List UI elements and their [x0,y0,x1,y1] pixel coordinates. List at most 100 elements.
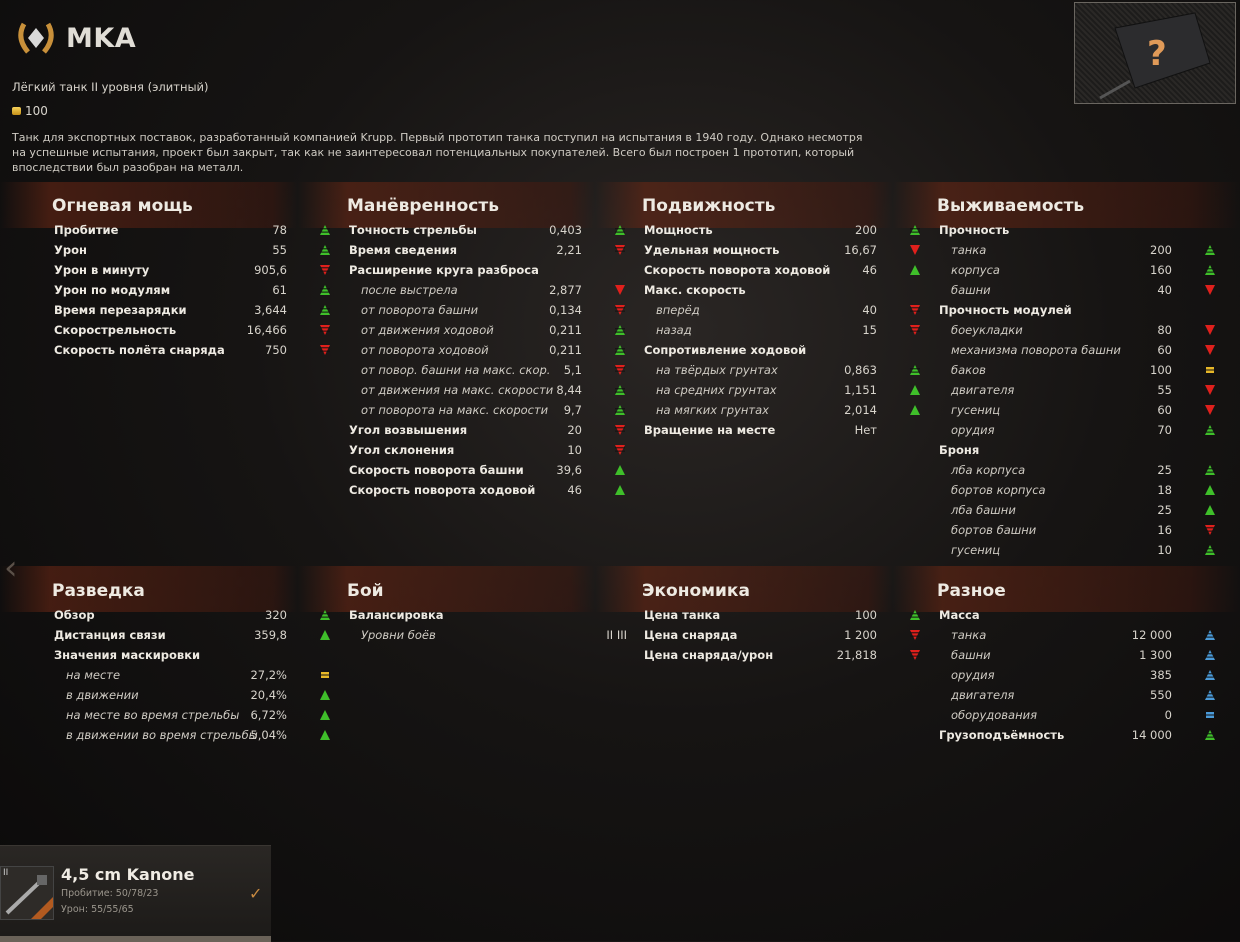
section-0: Огневая мощь Пробитие 78 Урон 55 Урон в минут… [52,192,342,360]
blue-striped-arrow-up-icon [1205,630,1215,640]
module-card[interactable]: II 4,5 cm Kanone Пробитие: 50/78/23 Урон… [0,845,271,942]
stat-value: 12 000 [1131,628,1172,642]
stat-row: на средних грунтах 1,151 [642,380,932,400]
stat-row: гусениц 10 [937,540,1227,560]
stat-label: Время сведения [349,243,457,257]
stat-label: башни [951,283,991,297]
stat-value: 55 [1157,383,1172,397]
section-title: Выживаемость [937,196,1085,216]
stat-label: танка [951,243,987,257]
stat-row: Прочность модулей [937,300,1227,320]
stat-label: Прочность [939,223,1010,237]
stat-value: 25 [1157,463,1172,477]
stat-row: Урон 55 [52,240,342,260]
arrow-down-icon [1205,345,1215,355]
stat-row: Скорость поворота башни 39,6 [347,460,637,480]
striped-arrow-up-icon [910,610,920,620]
stat-label: оборудования [951,708,1037,722]
stat-row: на месте во время стрельбы 6,72% [52,705,342,725]
stat-row: от движения ходовой 0,211 [347,320,637,340]
section-1: Манёвренность Точность стрельбы 0,403 Время… [347,192,637,500]
arrow-up-icon [320,690,330,700]
stat-label: Обзор [54,608,95,622]
stat-label: Значения маскировки [54,648,201,662]
stat-row: Цена снаряда 1 200 [642,625,932,645]
stat-label: от поворота на макс. скорости [361,403,549,417]
stat-row: орудия 385 [937,665,1227,685]
stat-row: от повор. башни на макс. скор. 5,1 [347,360,637,380]
stat-label: от повор. башни на макс. скор. [361,363,551,377]
stat-value: 60 [1157,343,1172,357]
arrow-down-icon [615,285,625,295]
stat-row: Урон в минуту 905,6 [52,260,342,280]
stat-value: 359,8 [254,628,287,642]
section-title: Манёвренность [347,196,499,216]
prev-arrow-icon[interactable]: ‹ [4,548,18,588]
stat-row: на месте 27,2% [52,665,342,685]
striped-arrow-up-icon [910,225,920,235]
stat-value: 200 [855,223,877,237]
stat-label: Балансировка [349,608,444,622]
striped-arrow-up-icon [320,285,330,295]
stat-value: 40 [862,303,877,317]
stat-row: Точность стрельбы 0,403 [347,220,637,240]
stat-row: Скорострельность 16,466 [52,320,342,340]
stat-label: Грузоподъёмность [939,728,1065,742]
stat-row: боеукладки 80 [937,320,1227,340]
stat-value: 0,211 [549,323,582,337]
stat-row: Урон по модулям 61 [52,280,342,300]
section-title: Огневая мощь [52,196,193,216]
stat-value: 200 [1150,243,1172,257]
vehicle-price: 100 [12,104,48,118]
stat-value: 0 [1164,708,1172,722]
arrow-up-icon [1205,485,1215,495]
stat-value: 100 [855,608,877,622]
stat-value: 0,863 [844,363,877,377]
stat-label: на средних грунтах [656,383,777,397]
striped-arrow-up-icon [1205,425,1215,435]
arrow-up-icon [320,630,330,640]
stat-label: в движении во время стрельбы [66,728,258,742]
stat-label: боеукладки [951,323,1023,337]
stat-value: 0,403 [549,223,582,237]
stat-label: Урон [54,243,87,257]
stat-value: 2,877 [549,283,582,297]
striped-arrow-down-icon [910,630,920,640]
stat-value: 10 [567,443,582,457]
arrow-down-icon [1205,325,1215,335]
section-title: Экономика [642,581,750,601]
arrow-up-icon [1205,505,1215,515]
stat-value: Нет [854,423,877,437]
arrow-down-icon [1205,405,1215,415]
stat-value: 16,67 [844,243,877,257]
stat-row: после выстрела 2,877 [347,280,637,300]
vehicle-description: Танк для экспортных поставок, разработан… [12,131,863,174]
stat-label: Цена танка [644,608,721,622]
stat-label: Время перезарядки [54,303,187,317]
striped-arrow-up-icon [320,245,330,255]
stat-label: от движения ходовой [361,323,494,337]
striped-arrow-down-icon [320,265,330,275]
stat-value: 160 [1150,263,1172,277]
stat-row: бортов башни 16 [937,520,1227,540]
stat-label: Дистанция связи [54,628,166,642]
stat-label: гусениц [951,403,1001,417]
striped-arrow-down-icon [910,305,920,315]
stat-label: Макс. скорость [644,283,746,297]
stat-value: 2,014 [844,403,877,417]
stat-row: назад 15 [642,320,932,340]
stat-value: 39,6 [556,463,582,477]
stat-label: Скорость поворота башни [349,463,524,477]
stat-value: 27,2% [250,668,287,682]
stat-label: Скорость полёта снаряда [54,343,225,357]
stat-label: Уровни боёв [361,628,436,642]
stat-row: танка 200 [937,240,1227,260]
blue-striped-arrow-up-icon [1205,690,1215,700]
striped-arrow-up-icon [1205,545,1215,555]
stat-row: Удельная мощность 16,67 [642,240,932,260]
stat-label: Прочность модулей [939,303,1072,317]
stat-label: от поворота башни [361,303,479,317]
check-icon: ✓ [249,884,263,903]
striped-arrow-up-icon [1205,730,1215,740]
arrow-up-icon [615,465,625,475]
